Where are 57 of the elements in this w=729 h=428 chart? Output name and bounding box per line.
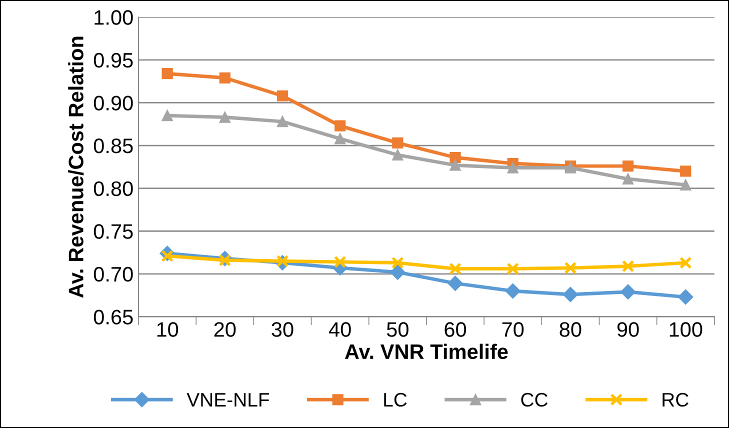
point bbox=[679, 256, 692, 270]
legend-label: VNE-NLF bbox=[186, 393, 270, 406]
y-tick-label: 0.75 bbox=[94, 224, 133, 239]
y-tick-label: 0.90 bbox=[94, 96, 133, 110]
x-tick-label: 100 bbox=[670, 322, 702, 337]
point bbox=[622, 173, 634, 184]
point bbox=[334, 133, 346, 144]
point bbox=[276, 254, 289, 268]
point bbox=[450, 152, 461, 164]
x-tick-label: 80 bbox=[560, 322, 582, 337]
point bbox=[392, 137, 404, 149]
legend-label: CC bbox=[521, 392, 548, 407]
point bbox=[334, 256, 346, 268]
legend-label: LC bbox=[384, 392, 407, 407]
point bbox=[562, 286, 578, 302]
x-tick-label: 50 bbox=[386, 322, 408, 337]
x-tick-label: 40 bbox=[328, 322, 351, 337]
point bbox=[450, 160, 461, 171]
point bbox=[276, 116, 288, 128]
x-tick-label: 70 bbox=[502, 322, 524, 337]
y-tick-label: 1.00 bbox=[94, 10, 133, 25]
point bbox=[391, 256, 404, 270]
x-tick-label: 90 bbox=[617, 322, 639, 337]
point bbox=[678, 289, 694, 305]
y-tick-label: 0.95 bbox=[94, 52, 133, 68]
point bbox=[390, 264, 406, 280]
legend-label: RC bbox=[662, 392, 688, 407]
point bbox=[219, 72, 230, 84]
point bbox=[622, 260, 634, 272]
point bbox=[620, 284, 636, 300]
x-tick-label: 10 bbox=[157, 322, 178, 337]
point bbox=[680, 166, 692, 177]
point bbox=[162, 68, 173, 80]
x-tick-label: 20 bbox=[214, 322, 236, 337]
point bbox=[218, 254, 232, 266]
point bbox=[564, 262, 577, 274]
point bbox=[506, 262, 520, 276]
point bbox=[162, 110, 173, 122]
x-tick-label: 30 bbox=[272, 322, 294, 337]
point bbox=[334, 120, 346, 132]
point bbox=[448, 276, 463, 291]
y-tick-label: 0.80 bbox=[94, 181, 133, 196]
point bbox=[276, 90, 288, 102]
point bbox=[505, 283, 520, 299]
y-tick-label: 0.65 bbox=[94, 310, 133, 324]
x-tick-label: 60 bbox=[444, 322, 466, 337]
y-tick-label: 0.85 bbox=[94, 138, 133, 154]
point bbox=[507, 162, 518, 174]
y-axis-title: Av. Revenue/Cost Relation bbox=[68, 36, 84, 298]
point bbox=[449, 262, 462, 276]
point bbox=[392, 149, 404, 160]
point bbox=[219, 112, 230, 123]
point bbox=[622, 160, 634, 172]
point bbox=[161, 250, 174, 262]
x-axis-title: Av. VNR Timelife bbox=[344, 344, 508, 360]
point bbox=[680, 179, 692, 190]
y-tick-label: 0.70 bbox=[94, 266, 133, 282]
